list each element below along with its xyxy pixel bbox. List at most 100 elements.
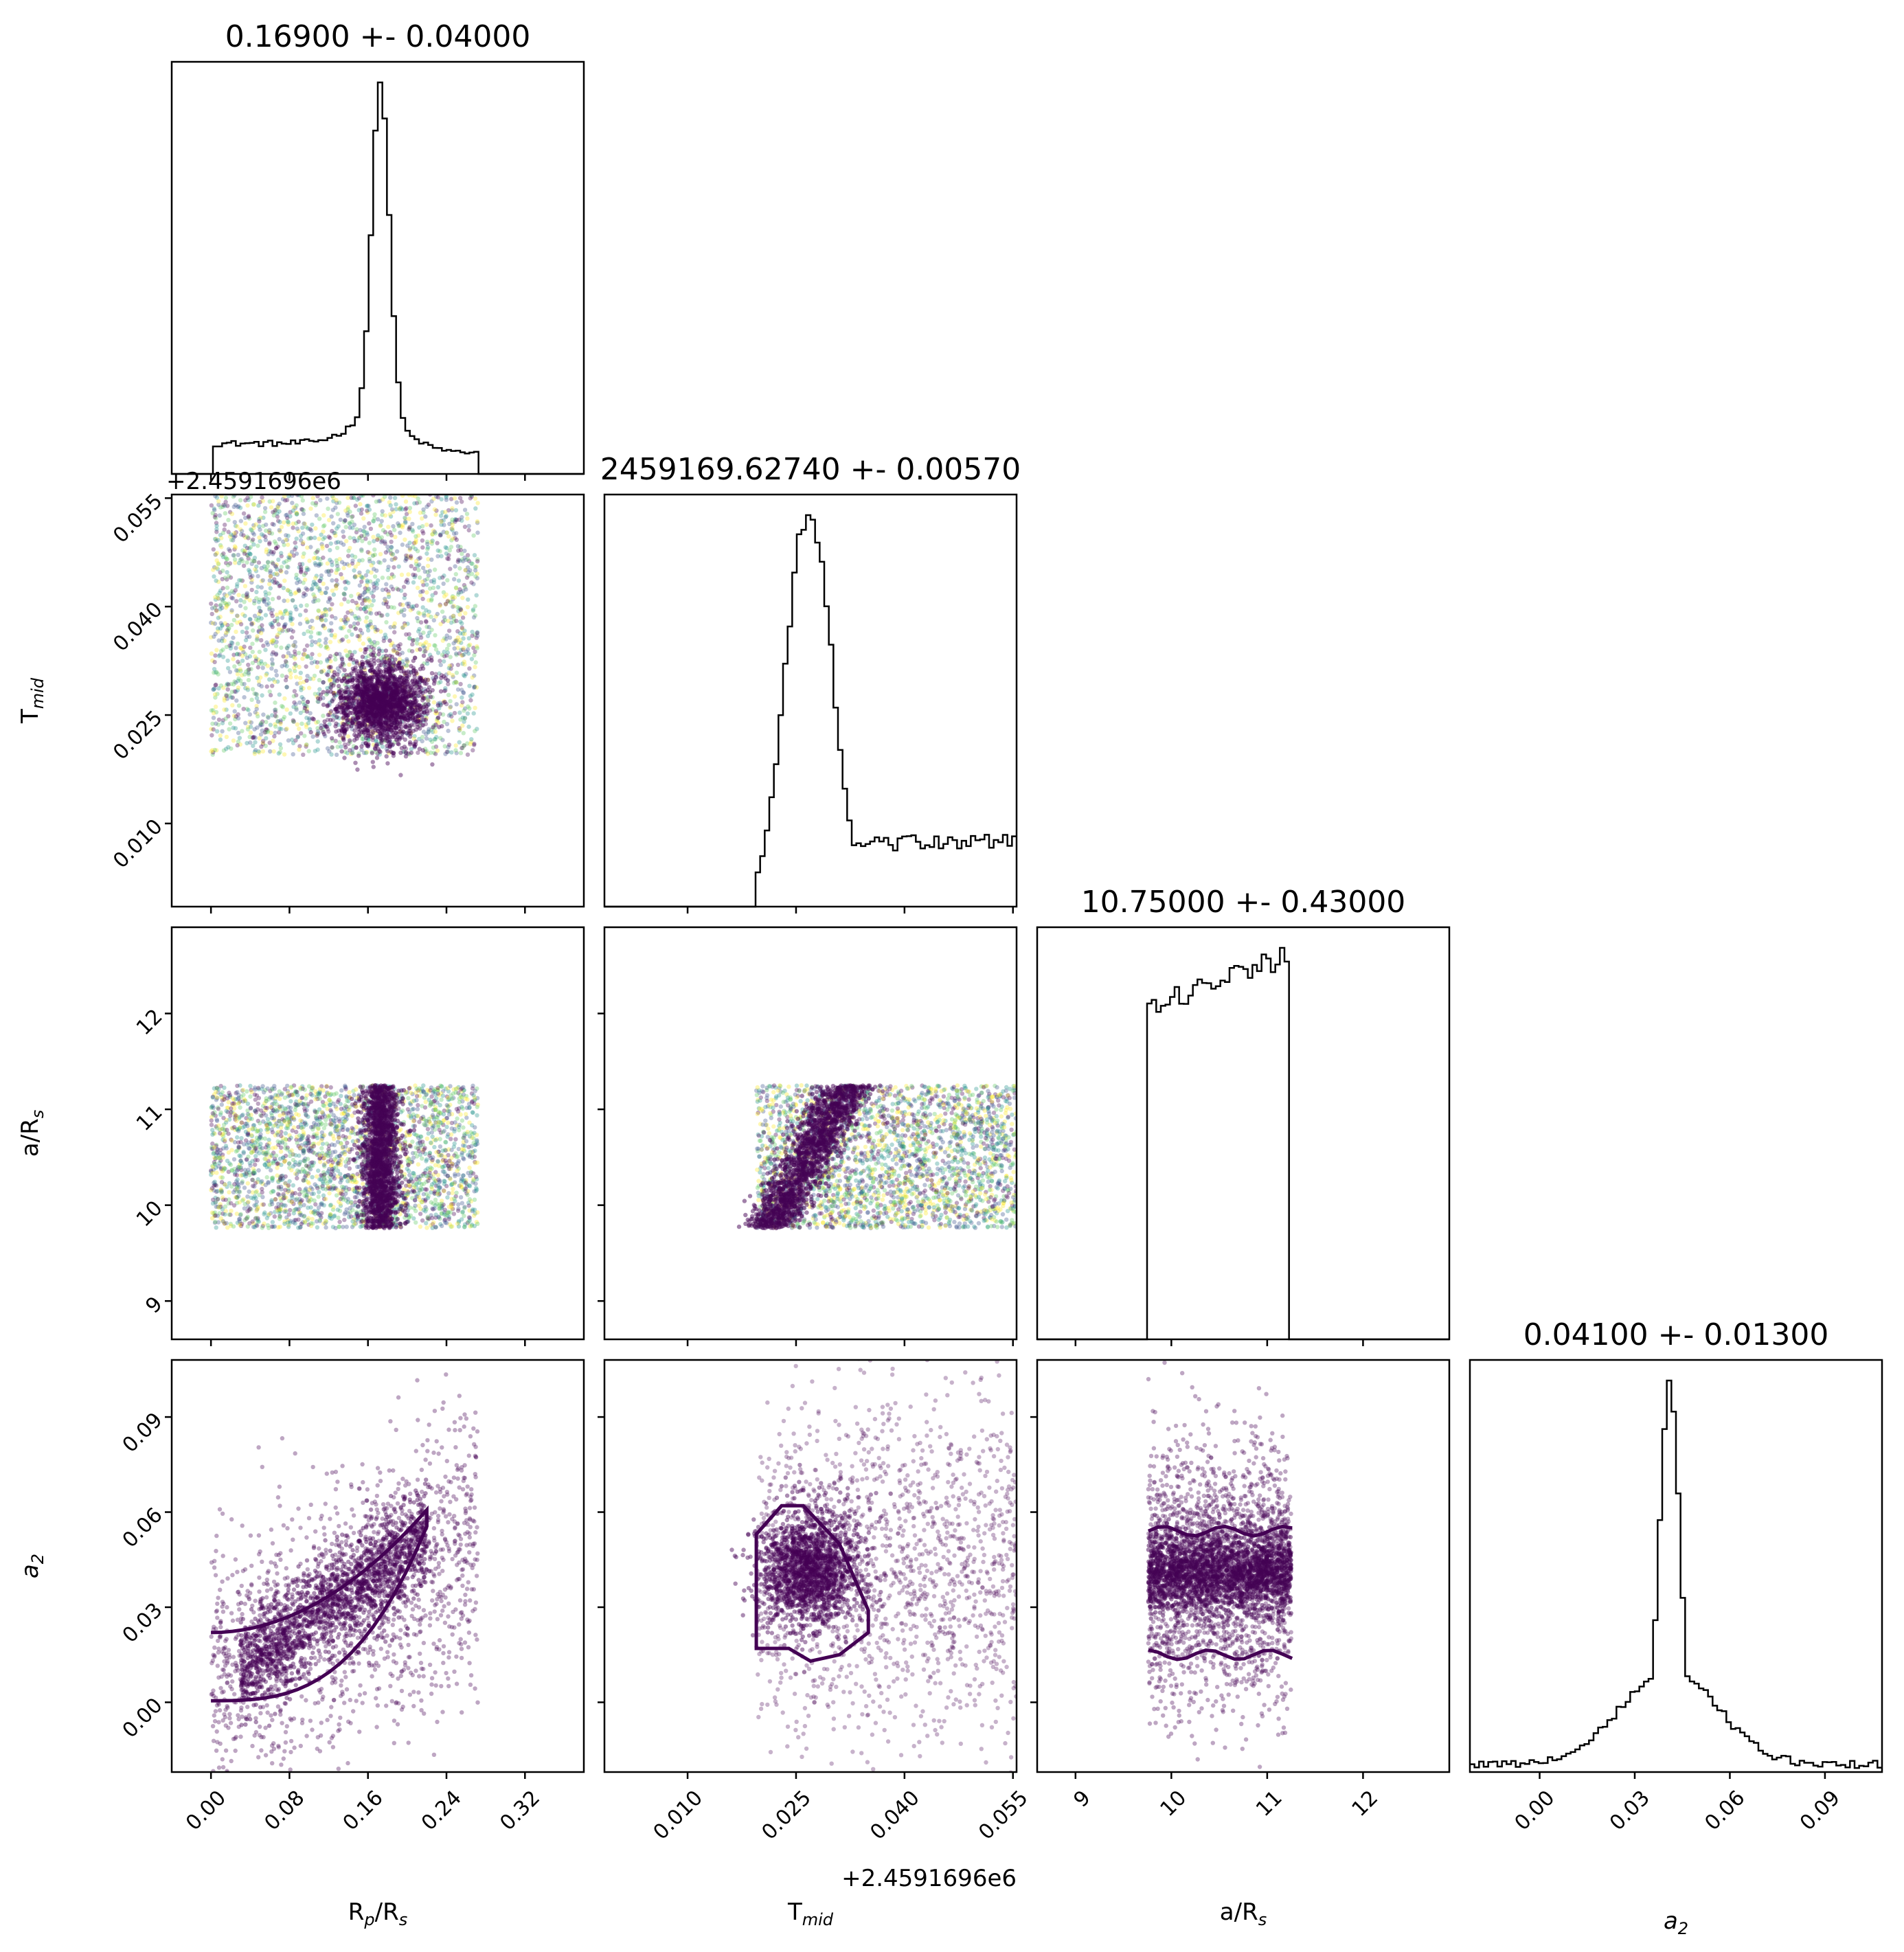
scatter-point xyxy=(239,556,244,562)
scatter-point xyxy=(310,495,315,501)
scatter-point xyxy=(413,547,418,552)
scatter-point xyxy=(347,1166,352,1171)
scatter-point xyxy=(466,573,471,578)
scatter-point xyxy=(458,607,463,612)
scatter-point xyxy=(328,685,332,690)
scatter-point xyxy=(322,523,327,528)
scatter-point xyxy=(370,679,374,683)
scatter-point xyxy=(267,527,272,533)
scatter-point xyxy=(430,538,435,543)
scatter-point xyxy=(216,579,221,585)
scatter-point xyxy=(457,517,462,522)
scatter-point xyxy=(255,712,260,716)
scatter-point xyxy=(407,692,412,696)
scatter-point xyxy=(335,745,340,749)
scatter-point xyxy=(384,747,389,751)
scatter-point xyxy=(416,629,421,634)
scatter-point xyxy=(251,734,256,740)
scatter-point xyxy=(310,639,315,644)
scatter-point xyxy=(444,672,449,677)
scatter-point xyxy=(366,597,371,602)
scatter-point xyxy=(371,668,376,673)
scatter-point xyxy=(462,652,466,657)
scatter-point xyxy=(323,607,328,612)
scatter-point xyxy=(348,624,353,628)
scatter-point xyxy=(424,624,429,629)
scatter-point xyxy=(281,654,286,659)
scatter-point xyxy=(407,541,412,545)
scatter-point xyxy=(417,562,422,567)
scatter-point xyxy=(343,708,348,714)
scatter-point xyxy=(362,673,367,678)
scatter-point xyxy=(299,495,304,499)
scatter-point xyxy=(370,722,374,727)
scatter-point xyxy=(457,651,462,656)
scatter-point xyxy=(324,724,329,729)
scatter-point xyxy=(380,509,385,514)
scatter-point xyxy=(271,549,276,555)
scatter-point xyxy=(273,724,278,729)
scatter-point xyxy=(439,672,444,678)
scatter-point xyxy=(294,503,299,508)
scatter-point xyxy=(450,527,455,533)
scatter-point xyxy=(360,682,365,687)
scatter-point xyxy=(275,505,281,510)
scatter-point xyxy=(256,657,261,662)
scatter-point xyxy=(376,680,381,685)
scatter-point xyxy=(252,598,257,604)
scatter-point xyxy=(413,558,419,564)
scatter-point xyxy=(251,628,256,633)
scatter-point xyxy=(213,653,218,658)
scatter-point xyxy=(284,674,289,679)
scatter-point xyxy=(272,734,277,739)
scatter-point xyxy=(354,734,359,739)
scatter-point xyxy=(335,563,340,569)
scatter-point xyxy=(442,573,446,578)
scatter-point xyxy=(316,731,321,736)
scatter-point xyxy=(433,647,439,652)
scatter-point xyxy=(460,552,464,556)
scatter-point xyxy=(246,514,251,520)
scatter-point xyxy=(438,622,443,626)
scatter-point xyxy=(370,603,374,608)
scatter-point xyxy=(410,710,416,715)
scatter-point xyxy=(343,615,348,620)
scatter-point xyxy=(423,649,428,654)
scatter-point xyxy=(473,565,478,569)
scatter-point xyxy=(385,544,390,549)
scatter-point xyxy=(226,530,231,534)
scatter-point xyxy=(319,617,324,622)
scatter-point xyxy=(422,613,427,618)
scatter-point xyxy=(299,731,304,736)
scatter-point xyxy=(326,569,331,574)
scatter-point xyxy=(438,689,444,694)
scatter-point xyxy=(216,626,220,631)
scatter-point xyxy=(214,536,218,541)
scatter-point xyxy=(374,738,378,742)
scatter-point xyxy=(432,567,438,572)
scatter-point xyxy=(352,538,357,544)
scatter-point xyxy=(322,535,327,540)
scatter-point xyxy=(427,708,433,713)
scatter-point xyxy=(385,604,391,609)
scatter-point xyxy=(286,520,291,525)
scatter-point xyxy=(433,512,438,517)
scatter-point xyxy=(291,521,295,526)
scatter-point xyxy=(391,509,396,514)
scatter-point xyxy=(420,689,424,694)
scatter-point xyxy=(304,742,309,747)
scatter-point xyxy=(418,707,422,712)
scatter-point xyxy=(302,705,307,711)
scatter-point xyxy=(268,574,273,578)
scatter-point xyxy=(310,734,315,739)
scatter-point xyxy=(393,725,398,731)
scatter-point xyxy=(370,671,374,676)
scatter-point xyxy=(327,595,332,601)
scatter-point xyxy=(396,742,401,747)
scatter-point xyxy=(248,740,253,745)
scatter-point xyxy=(383,718,389,723)
scatter-point xyxy=(280,627,284,633)
scatter-point xyxy=(456,1202,461,1207)
scatter-point xyxy=(334,540,339,545)
scatter-point xyxy=(267,601,271,606)
